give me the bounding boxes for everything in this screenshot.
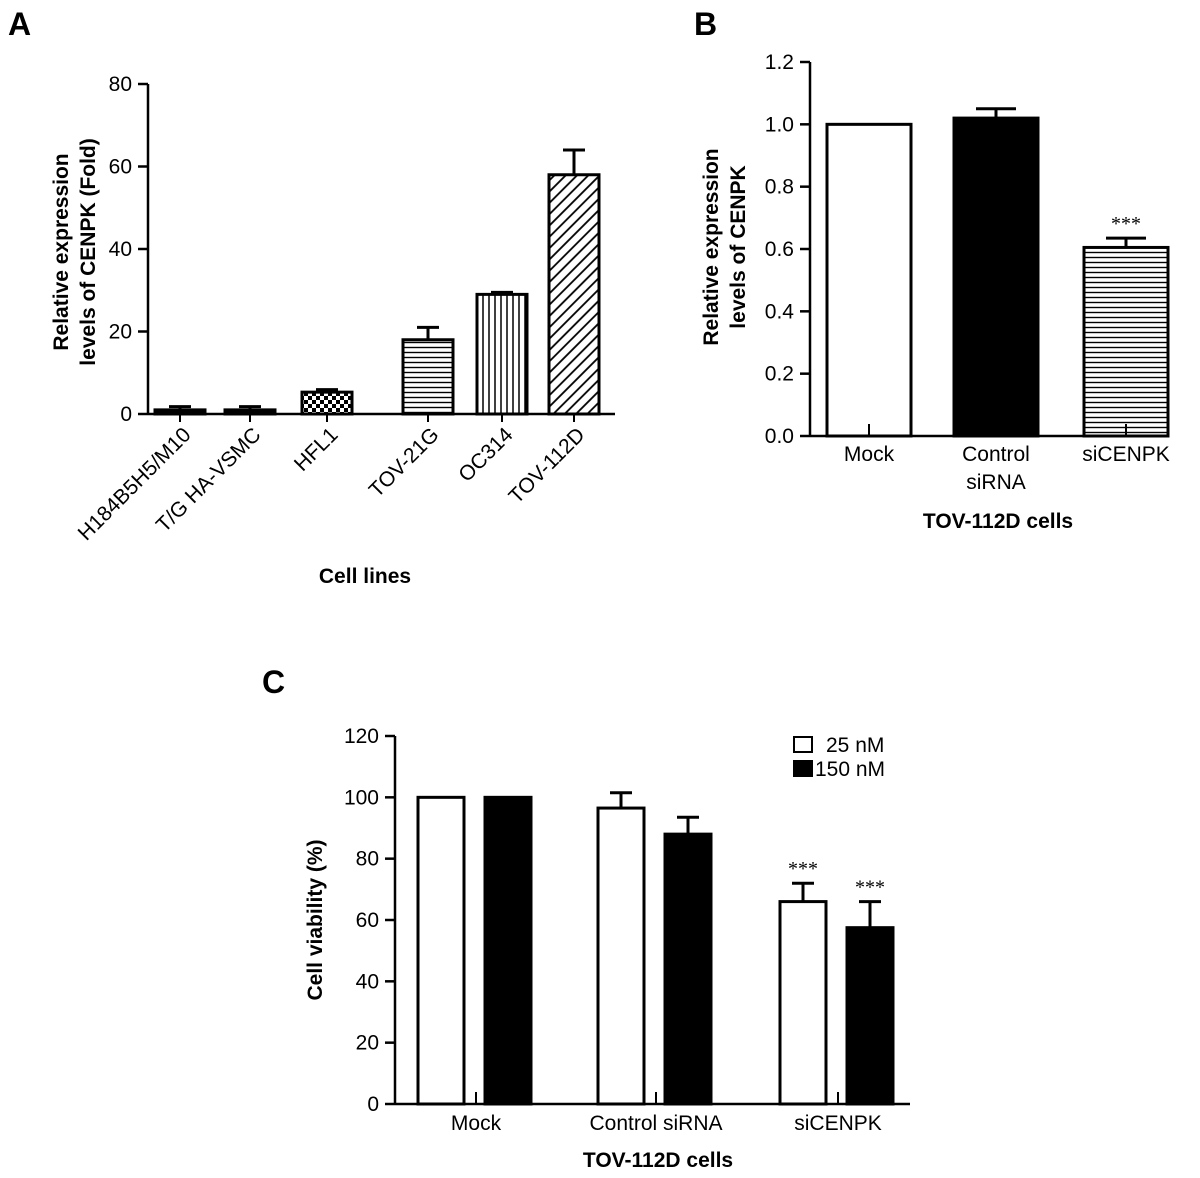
bar <box>547 173 601 416</box>
x-tick-label: siCENPK <box>794 1112 882 1135</box>
bar <box>416 795 466 1106</box>
x-tick-label: OC314 <box>454 423 518 487</box>
y-tick-label: 1.2 <box>765 51 794 74</box>
bar <box>663 832 713 1106</box>
bar <box>845 926 895 1106</box>
panel-b-chart: 0.0 0.2 0.4 0.6 0.8 1.0 1.2 Mock Control siRNA siC… <box>700 51 1170 533</box>
legend-label: 25 nM <box>826 734 884 757</box>
y-tick-label: 40 <box>109 238 132 261</box>
x-tick-label: Control siRNA <box>589 1112 722 1135</box>
x-tick-label: siCENPK <box>1082 443 1170 466</box>
x-tick-label: Mock <box>844 443 895 466</box>
bar <box>778 900 828 1106</box>
bar <box>483 795 533 1106</box>
y-tick-label: 0.0 <box>765 425 794 448</box>
y-tick-label: 0.2 <box>765 363 794 386</box>
y-tick-label: 60 <box>109 156 132 179</box>
significance-label: *** <box>855 877 885 899</box>
y-tick-label: 0 <box>367 1093 379 1116</box>
x-axis-label: TOV-112D cells <box>923 510 1073 533</box>
panel-letter-a: A <box>8 6 31 42</box>
y-axis-label-line-1: Relative expression <box>700 148 723 345</box>
y-tick-label: 120 <box>344 725 379 748</box>
x-axis-label: TOV-112D cells <box>583 1149 733 1172</box>
significance-label: *** <box>1111 213 1141 235</box>
y-axis-label: Cell viability (%) <box>304 839 327 1000</box>
bar <box>1082 245 1170 438</box>
significance-label: *** <box>788 858 818 880</box>
x-tick-label: HFL1 <box>290 423 343 476</box>
x-tick-label: siRNA <box>966 471 1026 494</box>
legend-swatch <box>793 760 813 777</box>
y-tick-label: 0 <box>120 403 132 426</box>
x-tick-label: Control <box>962 443 1030 466</box>
bar <box>825 122 913 438</box>
y-tick-label: 20 <box>356 1032 379 1055</box>
y-axis-label-line-2: levels of CENPK (Fold) <box>77 138 100 366</box>
y-tick-label: 0.6 <box>765 238 794 261</box>
y-tick-label: 40 <box>356 970 379 993</box>
x-tick-label: Mock <box>451 1112 502 1135</box>
x-tick-label: TOV-112D <box>504 423 589 508</box>
x-axis-label: Cell lines <box>319 565 411 588</box>
bar <box>475 292 529 416</box>
bar <box>300 390 354 416</box>
bar <box>596 806 646 1106</box>
y-axis-label-line-2: levels of CENPK <box>727 165 750 328</box>
y-tick-label: 80 <box>356 848 379 871</box>
y-axis-label-line-1: Relative expression <box>50 153 73 350</box>
y-tick-label: 0.8 <box>765 176 794 199</box>
y-tick-label: 0.4 <box>765 300 795 323</box>
bar <box>223 408 277 416</box>
y-tick-label: 80 <box>109 73 132 96</box>
y-tick-label: 100 <box>344 786 379 809</box>
panel-c-chart: 0 20 40 60 80 100 120 Mock Control siRNA siCENPK *… <box>304 725 910 1172</box>
y-tick-label: 20 <box>109 321 132 344</box>
bar <box>153 408 207 416</box>
legend-swatch <box>793 736 813 753</box>
y-tick-label: 1.0 <box>765 113 794 136</box>
y-tick-label: 60 <box>356 909 379 932</box>
bar <box>401 338 455 416</box>
panel-letter-b: B <box>694 6 717 42</box>
bar <box>952 116 1040 438</box>
panel-letter-c: C <box>262 664 285 700</box>
legend-label: 150 nM <box>815 758 885 781</box>
x-tick-label: TOV-21G <box>365 423 444 502</box>
